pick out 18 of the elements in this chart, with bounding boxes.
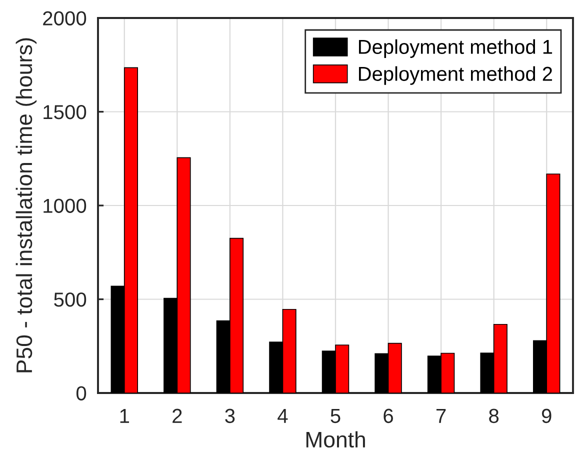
- y-tick-label: 500: [54, 292, 86, 307]
- x-tick-label: 7: [436, 409, 446, 423]
- x-tick-label: 2: [172, 408, 182, 423]
- x-tick-label: 1: [120, 409, 130, 423]
- x-tick-label: 8: [489, 408, 499, 424]
- y-axis-title: P50 - total installation time (hours): [16, 38, 37, 372]
- legend-label: Deployment method 1: [358, 39, 552, 58]
- x-tick-label: 5: [330, 409, 340, 424]
- x-tick-label: 9: [542, 408, 552, 424]
- x-tick-label: 3: [225, 408, 235, 424]
- y-tick-label: 0: [76, 386, 86, 400]
- x-axis-title: Month: [306, 431, 365, 448]
- y-tick-label: 1000: [44, 198, 86, 213]
- legend-label: Deployment method 2: [358, 66, 552, 85]
- y-tick-label: 1500: [44, 104, 86, 120]
- x-tick-label: 6: [384, 408, 393, 424]
- y-tick-label: 2000: [43, 11, 86, 26]
- x-tick-label: 4: [278, 409, 288, 423]
